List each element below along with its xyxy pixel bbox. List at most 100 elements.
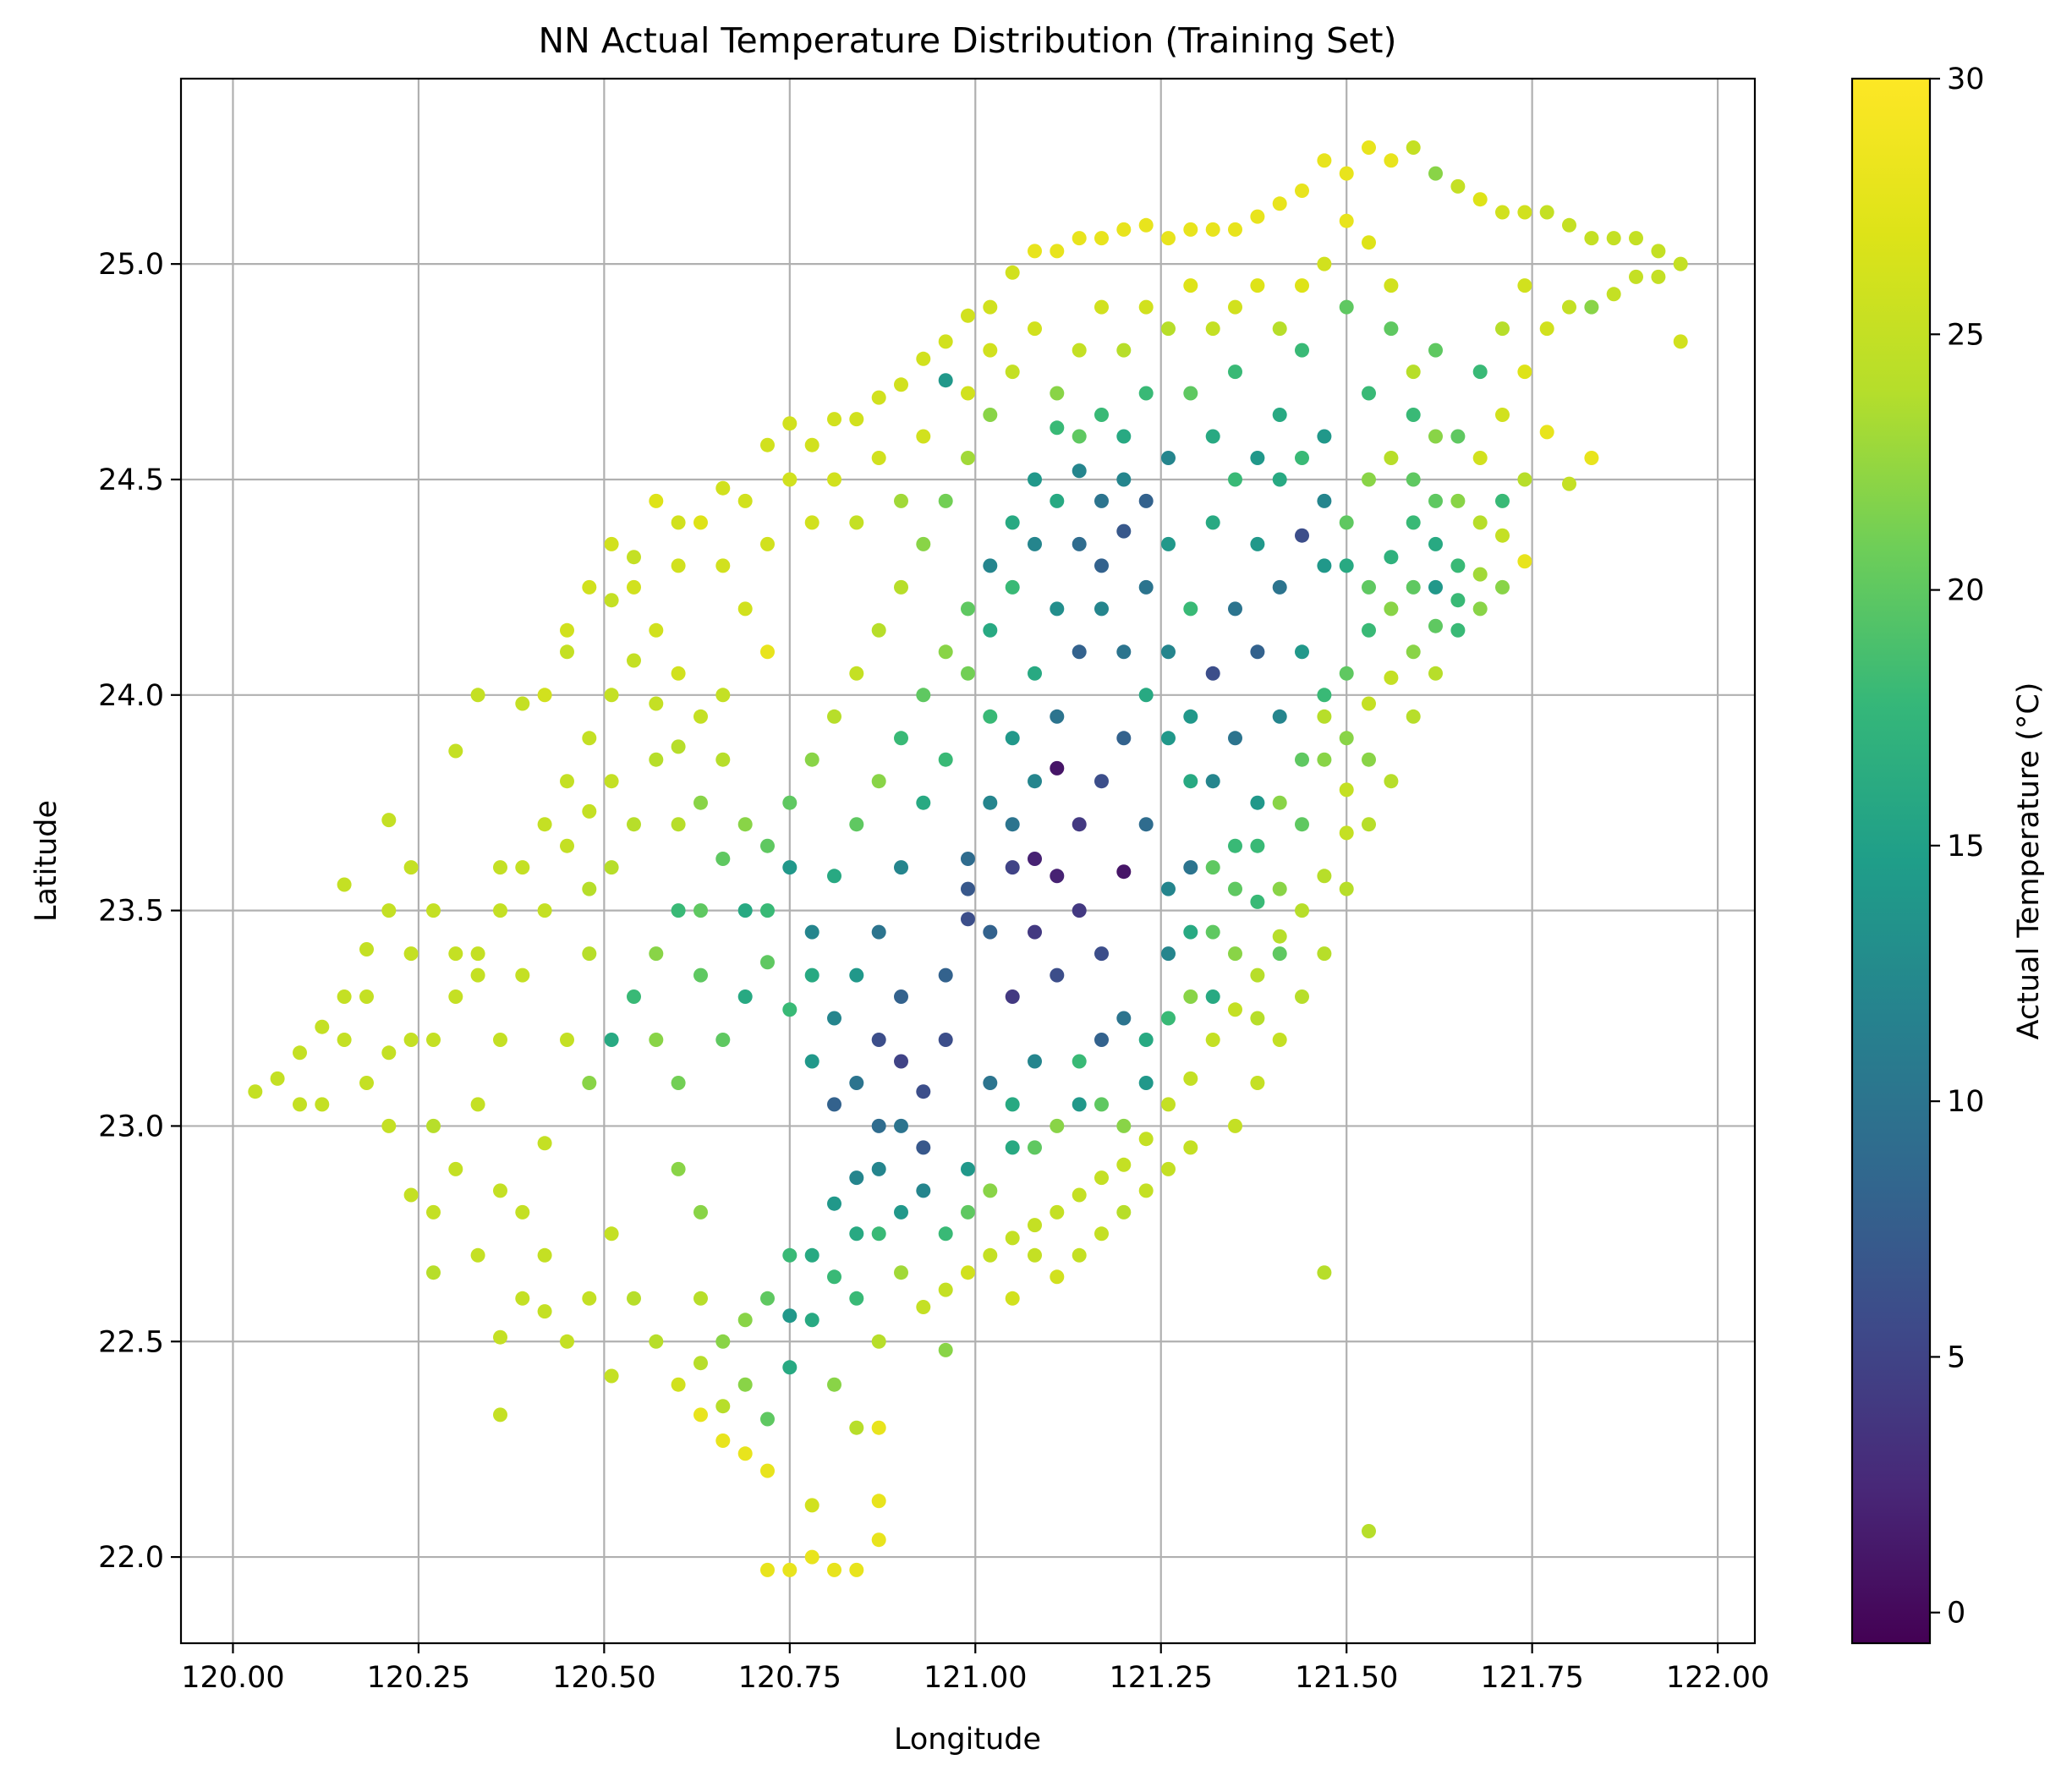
scatter-point — [1205, 860, 1220, 875]
scatter-point — [1362, 752, 1376, 767]
scatter-point — [827, 709, 841, 724]
scatter-point — [1250, 451, 1265, 465]
scatter-point — [470, 1097, 485, 1112]
scatter-point — [515, 1204, 530, 1220]
scatter-point — [1250, 795, 1265, 810]
scatter-point — [737, 903, 753, 918]
scatter-point — [1384, 550, 1399, 565]
scatter-point — [1272, 408, 1287, 422]
scatter-point — [1028, 666, 1042, 681]
scatter-point — [715, 688, 731, 703]
scatter-point — [671, 817, 686, 832]
x-tick-label: 121.25 — [1110, 1661, 1213, 1695]
scatter-point — [916, 1084, 931, 1099]
scatter-point — [782, 1002, 798, 1017]
scatter-point — [1384, 321, 1399, 337]
scatter-point — [1050, 244, 1065, 259]
scatter-point — [760, 955, 775, 970]
scatter-point — [871, 924, 886, 940]
scatter-point — [782, 472, 798, 487]
scatter-point — [582, 1291, 597, 1306]
scatter-point — [804, 437, 819, 452]
scatter-point — [961, 451, 975, 465]
scatter-point — [604, 593, 619, 608]
scatter-point — [1339, 666, 1354, 681]
scatter-point — [804, 1247, 819, 1263]
scatter-point — [827, 869, 841, 884]
scatter-point — [1116, 1118, 1132, 1133]
scatter-point — [1094, 1170, 1109, 1186]
scatter-point — [1384, 601, 1399, 617]
scatter-point — [1183, 774, 1198, 789]
scatter-point — [1472, 515, 1488, 530]
scatter-point — [537, 688, 552, 703]
scatter-point — [961, 386, 975, 401]
scatter-point — [782, 1562, 798, 1577]
scatter-point — [1450, 429, 1466, 444]
scatter-point — [849, 1291, 864, 1306]
scatter-point — [1138, 299, 1154, 315]
scatter-point — [849, 1420, 864, 1435]
scatter-point — [1339, 881, 1354, 896]
scatter-point — [537, 1136, 552, 1151]
scatter-point — [1472, 192, 1488, 207]
scatter-point — [426, 1033, 441, 1047]
scatter-point — [1317, 1265, 1332, 1280]
scatter-point — [1205, 924, 1220, 940]
scatter-point — [270, 1071, 285, 1086]
scatter-point — [1050, 1269, 1065, 1285]
scatter-point — [849, 967, 864, 983]
scatter-point — [1116, 222, 1132, 237]
scatter-point — [1116, 1204, 1132, 1220]
scatter-point — [1295, 903, 1309, 918]
scatter-point — [1272, 709, 1287, 724]
scatter-point — [1183, 989, 1198, 1004]
scatter-point — [1005, 860, 1020, 875]
scatter-point — [649, 1033, 664, 1047]
scatter-point — [894, 1054, 908, 1069]
colorbar-tick-label: 30 — [1947, 63, 1985, 96]
x-tick-label: 121.75 — [1480, 1661, 1583, 1695]
scatter-point — [916, 351, 931, 366]
scatter-point — [827, 1097, 841, 1112]
scatter-point — [871, 1494, 886, 1509]
scatter-point — [827, 1196, 841, 1211]
scatter-point — [493, 1033, 507, 1047]
scatter-point — [938, 493, 953, 508]
scatter-point — [760, 1291, 775, 1306]
scatter-point — [804, 924, 819, 940]
scatter-point — [849, 412, 864, 427]
scatter-point — [1406, 515, 1421, 530]
scatter-point — [1295, 644, 1309, 660]
scatter-point — [1362, 235, 1376, 250]
scatter-point — [983, 795, 998, 810]
scatter-point — [1072, 231, 1087, 246]
scatter-point — [1250, 967, 1265, 983]
scatter-point — [1450, 493, 1466, 508]
scatter-point — [1205, 666, 1220, 681]
scatter-point — [1428, 166, 1443, 181]
scatter-point — [1161, 231, 1176, 246]
y-tick-label: 24.0 — [98, 679, 164, 713]
y-axis: 22.0 22.5 23.0 23.5 24.0 24.5 25.0 — [98, 248, 181, 1575]
scatter-point — [804, 1054, 819, 1069]
scatter-point — [1138, 817, 1154, 832]
scatter-point — [1050, 601, 1065, 617]
scatter-point — [737, 1377, 753, 1392]
scatter-point — [560, 1033, 574, 1047]
scatter-point — [1050, 709, 1065, 724]
scatter-point — [1673, 256, 1688, 271]
scatter-point — [1629, 269, 1643, 284]
scatter-point — [1072, 1247, 1087, 1263]
scatter-point — [693, 1204, 708, 1220]
scatter-point — [894, 1118, 908, 1133]
scatter-point — [1339, 558, 1354, 573]
scatter-point — [737, 1446, 753, 1461]
scatter-point — [1072, 343, 1087, 358]
scatter-point — [1539, 425, 1554, 440]
scatter-point — [849, 1170, 864, 1186]
y-axis-label: Latitude — [30, 800, 63, 922]
scatter-point — [493, 1329, 507, 1345]
scatter-point — [515, 1291, 530, 1306]
scatter-point — [983, 709, 998, 724]
